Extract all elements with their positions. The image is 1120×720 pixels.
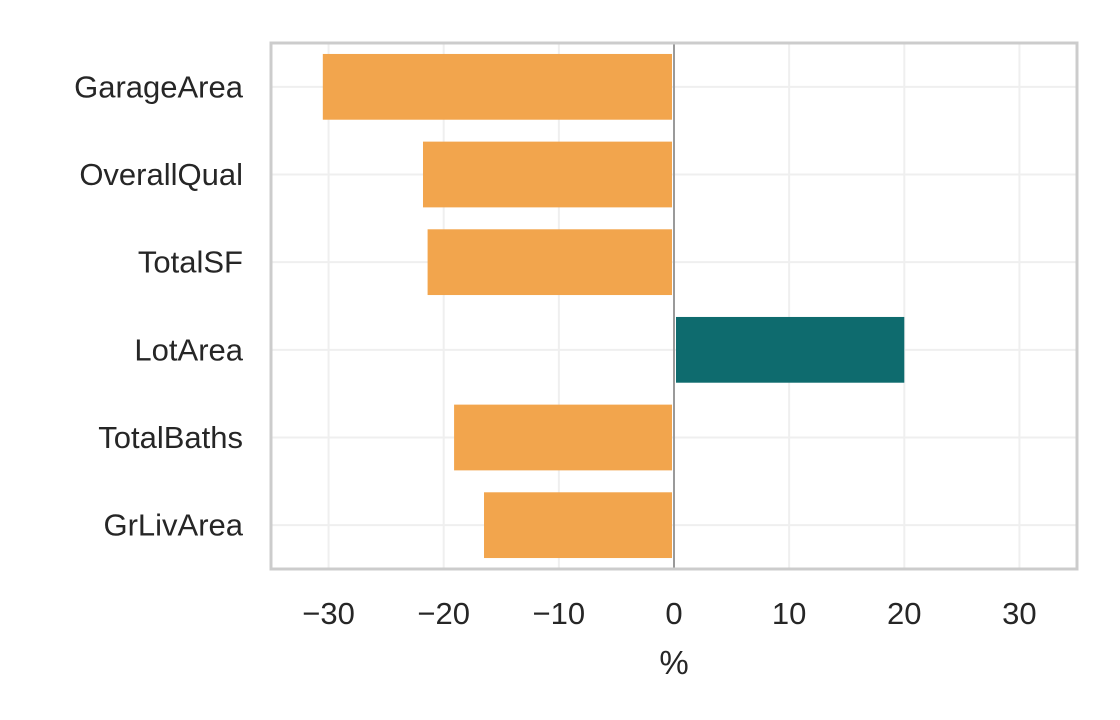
x-tick-label: −30 — [302, 596, 355, 631]
y-tick-labels: GarageArea OverallQual TotalSF LotArea Total… — [74, 69, 244, 542]
bars — [322, 53, 905, 559]
x-tick-label: 20 — [887, 596, 921, 631]
plot-frame — [269, 41, 1079, 571]
x-tick-label: 0 — [665, 596, 682, 631]
y-tick-label: TotalSF — [138, 245, 243, 280]
y-tick-label: LotArea — [134, 332, 243, 367]
x-tick-label: −10 — [533, 596, 586, 631]
y-tick-label: OverallQual — [79, 157, 243, 192]
x-tick-label: 30 — [1002, 596, 1036, 631]
bar-GarageArea — [322, 53, 672, 120]
bar-OverallQual — [422, 141, 672, 208]
x-tick-labels: −30 −20 −10 0 10 20 30 — [302, 596, 1036, 631]
x-tick-label: 10 — [772, 596, 806, 631]
x-axis-label: % — [659, 644, 688, 681]
bar-TotalSF — [427, 229, 672, 296]
bar-GrLivArea — [484, 492, 672, 559]
x-tick-label: −20 — [417, 596, 470, 631]
bar-TotalBaths — [454, 404, 672, 471]
y-tick-label: TotalBaths — [98, 420, 243, 455]
bar-LotArea — [676, 316, 905, 383]
y-tick-label: GrLivArea — [103, 508, 243, 543]
y-tick-label: GarageArea — [74, 69, 244, 104]
